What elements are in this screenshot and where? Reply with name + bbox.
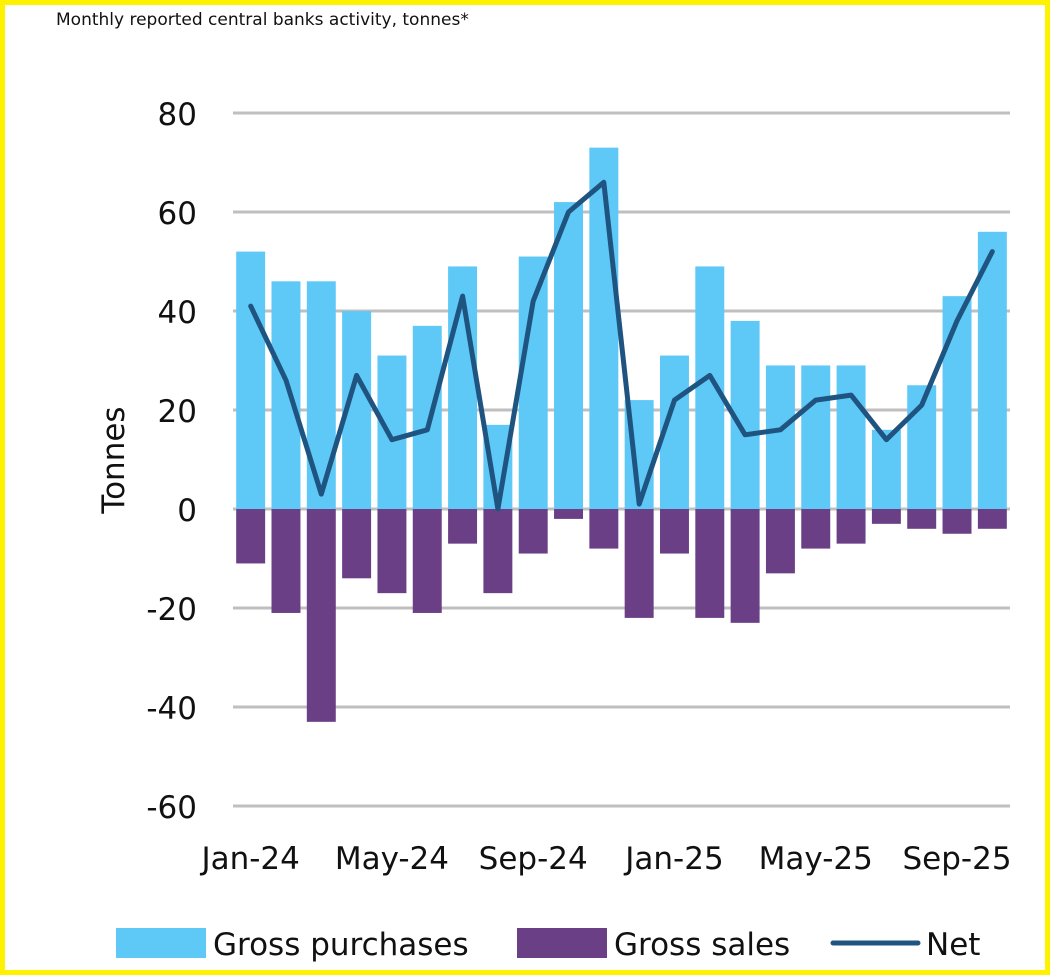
gross-sales-bar (448, 509, 478, 544)
gross-sales-bar (342, 509, 372, 579)
gross-sales-bar (907, 509, 937, 529)
x-axis-ticks: Jan-24 May-24 Sep-24 Jan-25 May-25 Sep-25 (199, 841, 1011, 877)
gross-purchases-bar (236, 251, 266, 509)
legend-swatch-gross-sales (517, 928, 607, 958)
gross-sales-bar (695, 509, 725, 618)
gross-sales-bar (271, 509, 301, 613)
chart-title: Monthly reported central banks activity,… (56, 10, 469, 30)
y-tick-label: 40 (158, 295, 197, 331)
y-tick-label: -40 (146, 691, 197, 727)
gross-purchases-bar (801, 365, 831, 509)
x-tick-label: Jan-25 (623, 841, 723, 877)
gross-purchases-bar (412, 325, 442, 509)
gross-sales-bar (801, 509, 831, 549)
gross-sales-bar (554, 509, 584, 519)
x-tick-label: May-25 (759, 841, 873, 877)
gross-purchases-bar (765, 365, 795, 509)
net-line (248, 179, 995, 512)
gross-purchases-bar (306, 281, 336, 509)
gross-sales-bar (483, 509, 513, 594)
legend-label-net: Net (926, 927, 980, 963)
gross-purchases-bar (836, 365, 866, 509)
gross-sales-bar (306, 509, 336, 722)
x-tick-label: Sep-24 (479, 841, 588, 877)
y-axis-label: Tonnes (96, 406, 132, 514)
x-tick-label: May-24 (335, 841, 449, 877)
gross-sales-bar (659, 509, 689, 554)
gross-sales-bar (942, 509, 972, 534)
gross-purchases-bar (977, 231, 1007, 510)
gross-purchases-bar (589, 147, 619, 509)
gross-sales-bar (871, 509, 901, 524)
gross-sales-bar (377, 509, 407, 594)
gross-purchases-bar (942, 296, 972, 509)
gross-purchases-bar (871, 429, 901, 509)
y-tick-label: 80 (158, 97, 197, 133)
gross-sales-bar (730, 509, 760, 623)
y-axis-ticks: 80 60 40 20 0 -20 -40 -60 (146, 97, 197, 826)
x-tick-label: Jan-24 (199, 841, 299, 877)
legend-label-gross-purchases: Gross purchases (213, 927, 469, 963)
gross-sales-bar (624, 509, 654, 618)
gross-sales-bar (589, 509, 619, 549)
legend-swatch-gross-purchases (116, 928, 206, 958)
y-tick-label: 20 (158, 394, 197, 430)
y-tick-label: -60 (146, 790, 197, 826)
legend: Gross purchases Gross sales Net (116, 927, 980, 963)
gross-sales-bar (977, 509, 1007, 529)
gross-sales-bar (236, 509, 266, 564)
gross-purchases-bar (271, 281, 301, 509)
gross-sales-bar (518, 509, 548, 554)
gross-sales-bar (765, 509, 795, 574)
net-line-group (248, 179, 995, 512)
gross-purchases-bar (554, 202, 584, 509)
y-tick-label: -20 (146, 592, 197, 628)
gross-sales-bars (236, 509, 1007, 722)
y-tick-label: 0 (177, 493, 197, 529)
gross-sales-bar (412, 509, 442, 613)
y-tick-label: 60 (158, 196, 197, 232)
legend-label-gross-sales: Gross sales (614, 927, 790, 963)
gross-sales-bar (836, 509, 866, 544)
x-tick-label: Sep-25 (902, 841, 1011, 877)
gross-purchases-bar (377, 355, 407, 509)
